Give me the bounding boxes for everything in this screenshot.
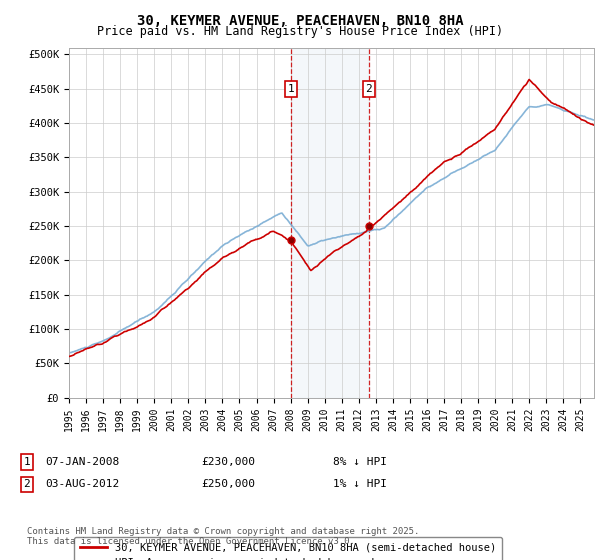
Text: £250,000: £250,000 xyxy=(201,479,255,489)
Text: Price paid vs. HM Land Registry's House Price Index (HPI): Price paid vs. HM Land Registry's House … xyxy=(97,25,503,38)
Legend: 30, KEYMER AVENUE, PEACEHAVEN, BN10 8HA (semi-detached house), HPI: Average pric: 30, KEYMER AVENUE, PEACEHAVEN, BN10 8HA … xyxy=(74,536,502,560)
Text: 07-JAN-2008: 07-JAN-2008 xyxy=(45,457,119,467)
Text: 8% ↓ HPI: 8% ↓ HPI xyxy=(333,457,387,467)
Text: 30, KEYMER AVENUE, PEACEHAVEN, BN10 8HA: 30, KEYMER AVENUE, PEACEHAVEN, BN10 8HA xyxy=(137,14,463,28)
Bar xyxy=(291,48,368,398)
Text: £230,000: £230,000 xyxy=(201,457,255,467)
Text: Contains HM Land Registry data © Crown copyright and database right 2025.
This d: Contains HM Land Registry data © Crown c… xyxy=(27,526,419,546)
Text: 1% ↓ HPI: 1% ↓ HPI xyxy=(333,479,387,489)
Text: 1: 1 xyxy=(288,84,295,94)
Text: 1: 1 xyxy=(23,457,31,467)
Text: 2: 2 xyxy=(23,479,31,489)
Text: 2: 2 xyxy=(365,84,372,94)
Text: 03-AUG-2012: 03-AUG-2012 xyxy=(45,479,119,489)
